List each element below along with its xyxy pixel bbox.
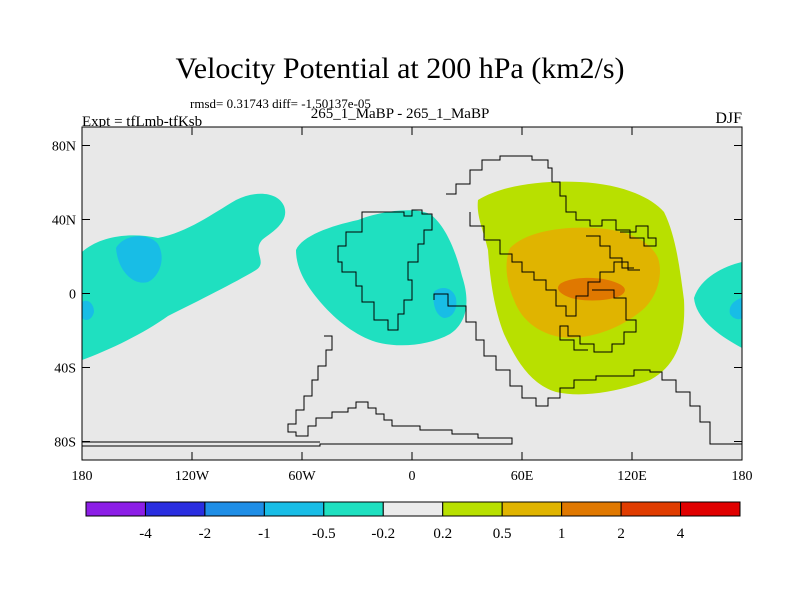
negative-core-dateline	[82, 300, 94, 320]
coastline-northeast	[446, 155, 657, 247]
contour-fills	[82, 181, 742, 395]
colorbar-label: -2	[199, 526, 212, 542]
colorbar-swatch	[561, 501, 622, 517]
lon-tick-label: 120E	[617, 469, 647, 484]
colorbar-label: 1	[558, 526, 566, 542]
lon-tick-label: 120W	[175, 469, 210, 484]
lat-tick-label: 40N	[52, 214, 76, 229]
coastline-landmass-south	[82, 335, 513, 447]
lat-tick-label: 80N	[52, 140, 76, 155]
colorbar-swatch	[501, 501, 563, 517]
lon-tick-label: 180	[72, 469, 93, 484]
colorbar: -4 -2 -1 -0.5 -0.2 0.2 0.5 1 2 4	[85, 501, 741, 542]
stats-line: rmsd= 0.31743 diff= -1.50137e-05	[190, 96, 371, 111]
coastline-landmass-west	[337, 209, 433, 331]
colorbar-swatch	[680, 501, 741, 517]
colorbar-swatch	[85, 501, 146, 517]
colorbar-label: 2	[617, 526, 625, 542]
coastline-subcontinent	[469, 212, 640, 317]
negative-region-east-pacific	[82, 193, 286, 360]
lon-tick-label: 60W	[288, 469, 316, 484]
colorbar-label: -0.2	[371, 526, 395, 542]
negative-core-east-edge	[729, 298, 742, 320]
season-label: DJF	[715, 110, 742, 127]
lon-tick-label: 180	[732, 469, 753, 484]
negative-core-pacific	[116, 236, 162, 283]
comparison-label: 265_1_MaBP - 265_1_MaBP	[310, 106, 490, 122]
colorbar-label: -0.5	[312, 526, 336, 542]
lat-tick-label: 80S	[54, 436, 76, 451]
colorbar-label: -4	[139, 526, 152, 542]
coastline-island-chain	[559, 289, 637, 353]
plot-title: Velocity Potential at 200 hPa (km2/s)	[175, 52, 625, 85]
coastline-western-pacific	[586, 235, 634, 269]
colorbar-label: 4	[677, 526, 685, 542]
lon-tick-label: 60E	[511, 469, 534, 484]
coastline-central-east	[433, 293, 742, 445]
experiment-label: Expt = tfLmb-tfKsb	[82, 114, 203, 130]
colorbar-swatch	[382, 501, 444, 517]
colorbar-swatch	[263, 501, 325, 517]
colorbar-swatch	[442, 501, 503, 517]
colorbar-swatch	[620, 501, 682, 517]
colorbar-label: 0.2	[433, 526, 452, 542]
lat-tick-label: 0	[69, 288, 76, 303]
colorbar-swatch	[323, 501, 384, 517]
positive-core-maritime	[558, 277, 625, 301]
colorbar-label: -1	[258, 526, 271, 542]
colorbar-swatch	[204, 501, 265, 517]
colorbar-swatch	[144, 501, 206, 517]
negative-core-atlantic	[433, 288, 457, 318]
colorbar-label: 0.5	[493, 526, 512, 542]
coastlines	[82, 155, 742, 447]
lat-tick-label: 40S	[54, 362, 76, 377]
lon-tick-label: 0	[409, 469, 416, 484]
negative-region-east-edge	[694, 262, 742, 348]
axes: 80N 40N 0 40S 80S 180 120W 60W 0 60E 120E 180	[52, 127, 753, 484]
